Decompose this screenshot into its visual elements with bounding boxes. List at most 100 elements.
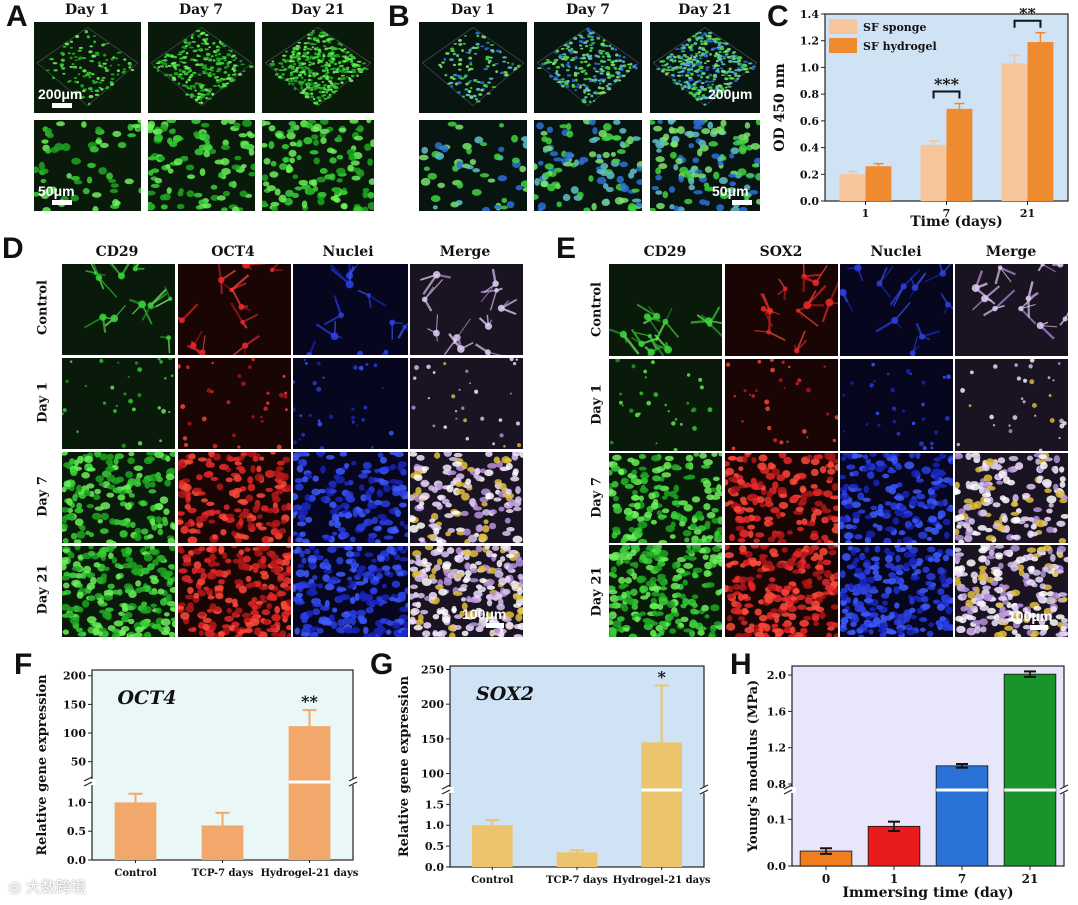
panel-b-day1-3d-image — [419, 22, 527, 113]
panel-g-chart: 0.0 0.5 1.0 1.5 100 150 200 250 Control TCP-7 day… — [392, 660, 722, 890]
x-tick-label: TCP-7 days — [192, 868, 254, 879]
gridE-day21-marker-image — [725, 545, 838, 637]
gridE-day21-cd29-image — [609, 545, 722, 637]
gridD-day1-merge-image — [410, 358, 523, 449]
oct4-bar-chart: 0.0 0.5 1.0 50 100 150 200 Control TCP-7 days Hyd… — [35, 669, 361, 879]
bar — [472, 825, 513, 867]
bar — [556, 852, 598, 867]
panel-a-day21-header: Day 21 — [291, 2, 345, 18]
bar — [1001, 63, 1028, 201]
y-tick-label: 1.2 — [767, 742, 786, 755]
x-tick-label: 7 — [958, 872, 966, 886]
significance-mark: *** — [934, 74, 960, 93]
sox2-bar-chart: 0.0 0.5 1.0 1.5 100 150 200 250 Control TCP-7 day… — [397, 663, 712, 886]
y-tick-label: 0.5 — [67, 825, 86, 838]
bar — [865, 166, 892, 201]
panel-a-day21-3d-image — [262, 22, 374, 113]
watermark-logo-icon: ◎ — [8, 878, 22, 896]
watermark: ◎ 大数跨境 — [8, 878, 86, 896]
y-tick-label: 0.8 — [767, 778, 786, 791]
panel-h-chart: 0.0 0.1 0.8 1.2 1.6 2.0 0 1 7 21 Immersing time (d… — [744, 660, 1074, 901]
panel-a-scale-50: 50μm — [38, 183, 75, 205]
x-tick-label: 21 — [1020, 207, 1035, 220]
x-tick-label: Hydrogel-21 days — [261, 868, 359, 879]
bar — [920, 144, 947, 201]
gridE-day1-cd29-image — [609, 359, 722, 451]
panel-d-col-nuclei: Nuclei — [322, 244, 374, 260]
od450-bar-chart: 0.0 0.2 0.4 0.6 0.8 1.0 1.2 1.4 OD 450 nm Time (d… — [772, 4, 1069, 230]
x-tick-label: 0 — [822, 872, 830, 886]
y-tick-label: 100 — [63, 727, 86, 740]
panel-b-day21-header: Day 21 — [678, 2, 732, 18]
y-tick-label: 0.0 — [425, 861, 444, 874]
bar — [1003, 673, 1057, 867]
bar — [288, 726, 331, 860]
axis-break-left — [442, 787, 454, 793]
panel-label-f: F — [14, 648, 33, 681]
gridD-day1-marker-image — [178, 358, 291, 449]
panel-a-day21-image — [262, 120, 374, 211]
gridE-day7-marker-image — [725, 453, 838, 543]
x-tick-label: 7 — [943, 207, 951, 220]
panel-b-scale-50: 50μm — [712, 183, 752, 205]
gridD-day7-cd29-image — [62, 452, 175, 543]
gridD-control-marker-image — [178, 264, 291, 355]
bar — [114, 802, 157, 860]
bar — [641, 742, 682, 867]
y-tick-label: 1.5 — [425, 798, 444, 811]
y-axis-label: Young's modulus (MPa) — [746, 680, 761, 853]
bar — [1027, 42, 1054, 201]
gridD-day21-marker-image — [178, 546, 291, 637]
axis-break-left — [84, 779, 96, 785]
gridD-day21-cd29-image — [62, 546, 175, 637]
gridE-control-marker-image — [725, 264, 838, 356]
panel-a-day7-3d-image — [148, 22, 255, 113]
panel-b-day21-3d-image — [650, 22, 760, 113]
chart-title: OCT4 — [117, 687, 176, 709]
panel-a-day1-3d-image — [34, 22, 141, 113]
axis-break-mark — [348, 776, 358, 787]
significance-bracket — [932, 90, 961, 99]
axis-break-right — [349, 779, 361, 785]
bar — [867, 825, 921, 867]
significance-bracket — [1013, 19, 1042, 28]
legend-swatch — [829, 19, 857, 34]
panel-label-e: E — [556, 232, 577, 265]
panel-e-col-sox2: SOX2 — [759, 244, 803, 260]
gridD-day1-nuclei-image — [293, 358, 408, 449]
y-tick-label: 200 — [63, 670, 86, 683]
panel-e-row-control: Control — [589, 282, 605, 337]
panel-e-scale-100: 100μm — [1008, 608, 1052, 630]
y-tick-label: 200 — [421, 698, 444, 711]
legend-label: SF sponge — [863, 21, 927, 34]
bar — [946, 108, 973, 201]
panel-b-day7-header: Day 7 — [566, 2, 610, 18]
y-axis-label: Relative gene expression — [397, 675, 412, 857]
panel-a-scale-200: 200μm — [38, 86, 82, 108]
y-tick-label: 100 — [421, 768, 444, 781]
panel-label-d: D — [2, 232, 24, 265]
panel-label-b: B — [388, 0, 410, 33]
x-tick-label: Control — [471, 875, 513, 886]
gridE-day7-merge-image — [955, 453, 1068, 543]
panel-a-day1-header: Day 1 — [65, 2, 109, 18]
significance-mark: * — [657, 667, 666, 686]
y-tick-label: 0.2 — [800, 168, 819, 181]
legend-label: SF hydrogel — [863, 40, 937, 53]
gridE-day21-nuclei-image — [840, 545, 953, 637]
gridD-day7-nuclei-image — [293, 452, 408, 543]
y-tick-label: 0.0 — [767, 860, 786, 873]
panel-c-chart: 0.0 0.2 0.4 0.6 0.8 1.0 1.2 1.4 OD 450 nm Time (d… — [770, 4, 1075, 234]
x-tick-label: TCP-7 days — [546, 875, 608, 886]
bar-break — [1004, 788, 1056, 792]
y-tick-label: 0.5 — [425, 840, 444, 853]
panel-d-col-oct4: OCT4 — [211, 244, 255, 260]
panel-a-day7-image — [148, 120, 255, 211]
y-tick-label: 0.0 — [67, 854, 86, 867]
gridE-day7-cd29-image — [609, 453, 722, 543]
gridD-control-merge-image — [410, 264, 523, 355]
panel-b-day7-image — [534, 120, 642, 211]
panel-b-day21-image — [650, 120, 760, 211]
bar-break — [288, 780, 331, 784]
panel-d-col-merge: Merge — [439, 244, 491, 260]
